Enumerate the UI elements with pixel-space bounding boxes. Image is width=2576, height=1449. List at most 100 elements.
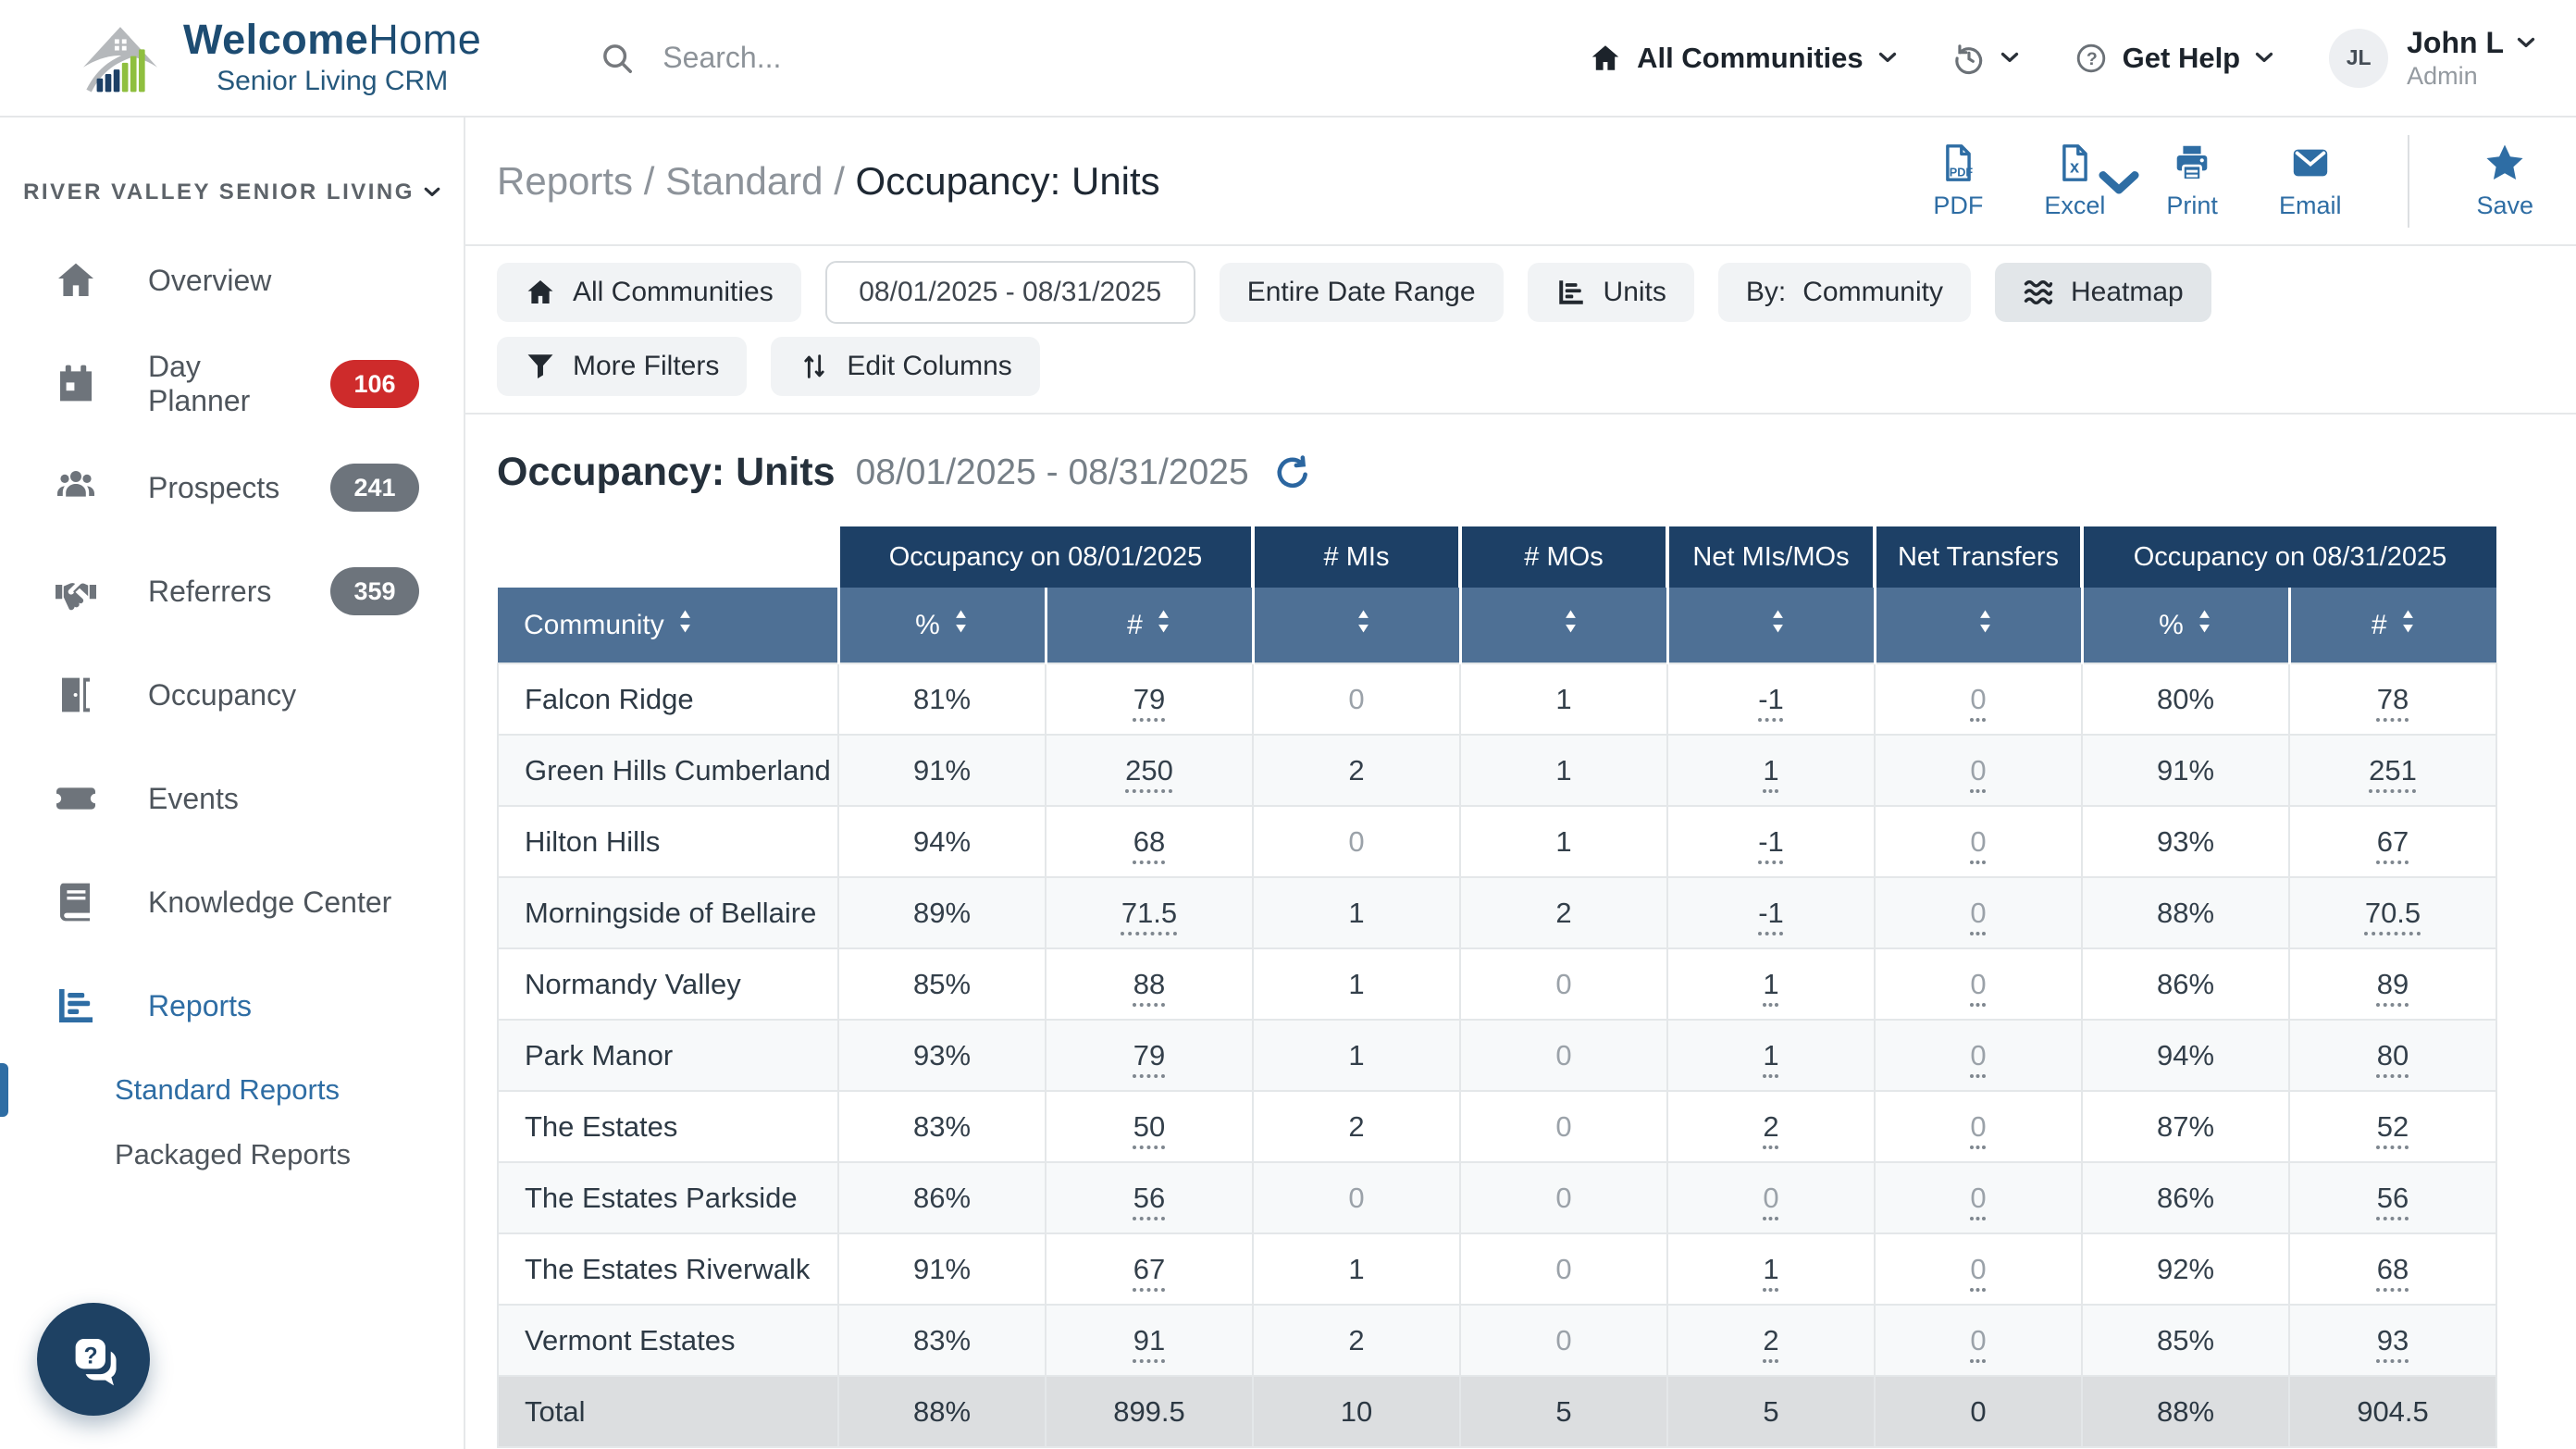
cell-value-link[interactable]: 0 [1970, 1323, 1987, 1356]
cell-value-link[interactable]: 67 [1133, 1252, 1166, 1285]
report-date-range: 08/01/2025 - 08/31/2025 [855, 452, 1249, 492]
home-icon [54, 258, 98, 303]
cell-value-link[interactable]: 2 [1763, 1323, 1779, 1356]
sort-header--8[interactable]: # [2287, 588, 2496, 663]
filter-entire-date-range[interactable]: Entire Date Range [1219, 263, 1504, 322]
cell-value-link[interactable]: 56 [1133, 1181, 1166, 1214]
cell-value-link[interactable]: -1 [1758, 824, 1784, 858]
cell-value-link[interactable]: 67 [2376, 824, 2409, 858]
cell-value-link[interactable]: 0 [1970, 682, 1987, 715]
sort-header-col-6[interactable] [1873, 588, 2082, 663]
sort-header-col-3[interactable] [1251, 588, 1460, 663]
cell-value-link[interactable]: 0 [1970, 824, 1987, 858]
sidebar-item-referrers[interactable]: Referrers 359 [0, 539, 464, 643]
refresh-icon[interactable] [1273, 453, 1312, 492]
cell-value-link[interactable]: 89 [2376, 967, 2409, 1000]
cell-value-link[interactable]: 0 [1763, 1181, 1779, 1214]
table-cell: 0 [1252, 805, 1461, 878]
email-button[interactable]: Email [2279, 142, 2341, 220]
cell-value-link[interactable]: 79 [1133, 1038, 1166, 1071]
search-input[interactable] [663, 41, 1311, 75]
sort-header-col-5[interactable] [1666, 588, 1875, 663]
cell-value-link[interactable]: -1 [1758, 896, 1784, 929]
date-range-input[interactable] [824, 261, 1195, 324]
cell-value-link[interactable]: 93 [2376, 1323, 2409, 1356]
table-cell: 251 [2288, 734, 2497, 807]
print-button[interactable]: Print [2166, 142, 2218, 220]
sidebar-item-knowledge-center[interactable]: Knowledge Center [0, 850, 464, 954]
sort-header--1[interactable]: % [836, 588, 1046, 663]
table-cell: 86% [2081, 947, 2290, 1021]
svg-text:x: x [2070, 157, 2079, 176]
filter-units[interactable]: Units [1527, 263, 1694, 322]
sort-header-community-0[interactable]: Community [498, 588, 838, 663]
chevron-down-icon [424, 188, 440, 197]
chevron-down-icon [2517, 37, 2535, 47]
cell-value-link[interactable]: 1 [1763, 1038, 1779, 1071]
breadcrumb-path[interactable]: Reports / Standard / [497, 158, 856, 203]
export-excel-button[interactable]: x Excel [2044, 142, 2139, 220]
communities-dropdown[interactable]: All Communities [1589, 42, 1897, 75]
cell-value-link[interactable]: 0 [1970, 1181, 1987, 1214]
cell-value-link[interactable]: 251 [2369, 753, 2417, 786]
cell-value-link[interactable]: 0 [1970, 1252, 1987, 1285]
cell-value-link[interactable]: 1 [1763, 753, 1779, 786]
sidebar-item-prospects[interactable]: Prospects 241 [0, 436, 464, 539]
history-dropdown[interactable] [1952, 42, 2019, 75]
cell-value-link[interactable]: 88 [1133, 967, 1166, 1000]
cell-value-link[interactable]: 0 [1970, 967, 1987, 1000]
help-dropdown[interactable]: ? Get Help [2074, 42, 2273, 75]
user-menu[interactable]: JL John L Admin [2329, 26, 2535, 91]
cell-value-link[interactable]: 50 [1133, 1109, 1166, 1143]
sort-arrows-icon [2184, 609, 2212, 634]
cell-value-link[interactable]: 70.5 [2364, 896, 2421, 929]
sidebar-item-standard-reports[interactable]: Standard Reports [0, 1058, 464, 1122]
sidebar-item-day-planner[interactable]: Day Planner 106 [0, 332, 464, 436]
table-cell: 1 [1252, 1019, 1461, 1092]
table-cell: 2 [1252, 1304, 1461, 1377]
cell-value-link[interactable]: 0 [1970, 1038, 1987, 1071]
cell-value-link[interactable]: 0 [1970, 753, 1987, 786]
sidebar-item-packaged-reports[interactable]: Packaged Reports [0, 1122, 464, 1187]
edit-columns-label: Edit Columns [847, 351, 1012, 381]
cell-value-link[interactable]: 80 [2376, 1038, 2409, 1071]
cell-value-link[interactable]: 68 [1133, 824, 1166, 858]
save-report-button[interactable]: Save [2476, 142, 2533, 220]
cell-value-link[interactable]: 56 [2376, 1181, 2409, 1214]
sort-header-col-4[interactable] [1458, 588, 1667, 663]
cell-value-link[interactable]: 2 [1763, 1109, 1779, 1143]
sort-header--7[interactable]: % [2080, 588, 2289, 663]
cell-value-link[interactable]: 1 [1763, 967, 1779, 1000]
report-title: Occupancy: Units [497, 450, 836, 494]
cell-value-link[interactable]: 68 [2376, 1252, 2409, 1285]
cell-value-link[interactable]: 79 [1133, 682, 1166, 715]
filter-heatmap-toggle[interactable]: Heatmap [1994, 263, 2211, 322]
sidebar-item-reports[interactable]: Reports [0, 954, 464, 1058]
filter-by-community[interactable]: By: Community [1717, 263, 1971, 322]
table-cell: -1 [1666, 805, 1876, 878]
org-selector[interactable]: RIVER VALLEY SENIOR LIVING [9, 169, 454, 216]
cell-value-link[interactable]: 71.5 [1121, 896, 1178, 929]
cell-value-link[interactable]: -1 [1758, 682, 1784, 715]
more-filters-button[interactable]: More Filters [497, 337, 748, 396]
filter-all-communities[interactable]: All Communities [497, 263, 801, 322]
brand-text: WelcomeHome Senior Living CRM [183, 19, 481, 97]
cell-value-link[interactable]: 1 [1763, 1252, 1779, 1285]
sidebar-item-overview[interactable]: Overview [0, 229, 464, 332]
cell-value-link[interactable]: 250 [1125, 753, 1173, 786]
cell-value-link[interactable]: 78 [2376, 682, 2409, 715]
brand-logo[interactable]: WelcomeHome Senior Living CRM [78, 19, 481, 97]
export-pdf-button[interactable]: PDF PDF [1933, 142, 1983, 220]
cell-value-link[interactable]: 0 [1970, 1109, 1987, 1143]
sort-header--2[interactable]: # [1044, 588, 1253, 663]
cell-value-link[interactable]: 91 [1133, 1323, 1166, 1356]
edit-columns-button[interactable]: Edit Columns [771, 337, 1040, 396]
table-row: Hilton Hills 94% 68 0 1 -1 0 93% 67 [497, 805, 2497, 878]
sidebar-item-events[interactable]: Events [0, 747, 464, 850]
sidebar-item-occupancy[interactable]: Occupancy [0, 643, 464, 747]
table-cell: 87% [2081, 1090, 2290, 1163]
cell-value-link[interactable]: 52 [2376, 1109, 2409, 1143]
brand-subtitle: Senior Living CRM [217, 66, 449, 96]
cell-value-link[interactable]: 0 [1970, 896, 1987, 929]
chat-help-button[interactable]: ? [37, 1303, 150, 1416]
